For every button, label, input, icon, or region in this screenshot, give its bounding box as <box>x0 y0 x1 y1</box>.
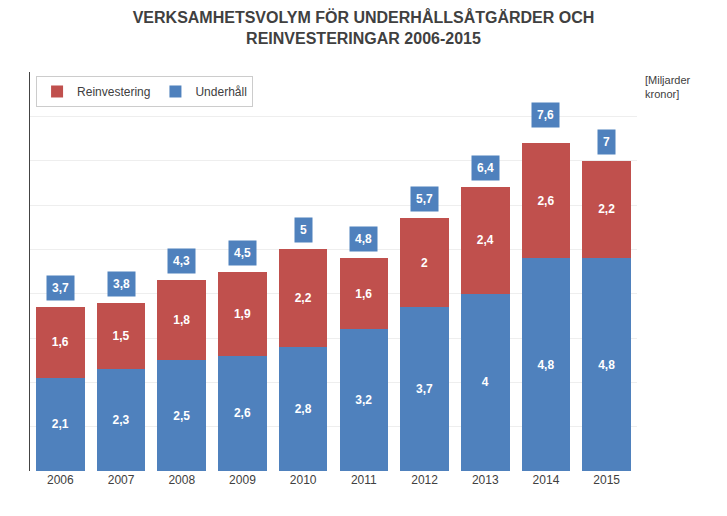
svg-text:2,6: 2,6 <box>537 194 554 208</box>
svg-text:2,4: 2,4 <box>477 233 494 247</box>
svg-text:3,7: 3,7 <box>52 281 69 295</box>
svg-text:2,6: 2,6 <box>234 406 251 420</box>
svg-text:2010: 2010 <box>290 473 317 487</box>
svg-text:Underhåll: Underhåll <box>195 85 246 99</box>
svg-text:7,6: 7,6 <box>537 108 554 122</box>
svg-text:1,9: 1,9 <box>234 307 251 321</box>
svg-text:4,8: 4,8 <box>355 232 372 246</box>
svg-text:2,5: 2,5 <box>173 409 190 423</box>
svg-text:4,5: 4,5 <box>234 246 251 260</box>
svg-text:1,8: 1,8 <box>173 313 190 327</box>
svg-text:2015: 2015 <box>593 473 620 487</box>
svg-text:VERKSAMHETSVOLYM FÖR UNDERHÅLL: VERKSAMHETSVOLYM FÖR UNDERHÅLLSÅTGÄRDER … <box>133 8 595 47</box>
svg-text:7: 7 <box>603 135 610 149</box>
svg-text:Reinvestering: Reinvestering <box>77 85 150 99</box>
svg-text:1,6: 1,6 <box>52 335 69 349</box>
svg-text:2008: 2008 <box>168 473 195 487</box>
svg-text:4: 4 <box>482 375 489 389</box>
svg-text:2012: 2012 <box>411 473 438 487</box>
svg-text:4,8: 4,8 <box>537 358 554 372</box>
svg-text:3,8: 3,8 <box>113 277 130 291</box>
svg-text:2,2: 2,2 <box>295 291 312 305</box>
svg-text:5: 5 <box>300 223 307 237</box>
svg-text:2014: 2014 <box>533 473 560 487</box>
svg-text:1,5: 1,5 <box>113 329 130 343</box>
svg-text:6,4: 6,4 <box>477 161 494 175</box>
svg-text:2007: 2007 <box>108 473 135 487</box>
svg-text:4,3: 4,3 <box>173 254 190 268</box>
svg-text:2013: 2013 <box>472 473 499 487</box>
svg-text:[Miljarderkronor]: [Miljarderkronor] <box>645 74 691 100</box>
svg-text:2: 2 <box>421 256 428 270</box>
svg-text:2,2: 2,2 <box>598 202 615 216</box>
svg-text:2,1: 2,1 <box>52 417 69 431</box>
svg-text:2,3: 2,3 <box>113 413 130 427</box>
svg-text:2009: 2009 <box>229 473 256 487</box>
svg-text:3,7: 3,7 <box>416 382 433 396</box>
svg-text:4,8: 4,8 <box>598 358 615 372</box>
svg-text:5,7: 5,7 <box>416 192 433 206</box>
svg-text:2,8: 2,8 <box>295 402 312 416</box>
svg-text:2006: 2006 <box>47 473 74 487</box>
svg-text:1,6: 1,6 <box>355 287 372 301</box>
svg-text:2011: 2011 <box>351 473 377 487</box>
svg-text:3,2: 3,2 <box>355 393 372 407</box>
